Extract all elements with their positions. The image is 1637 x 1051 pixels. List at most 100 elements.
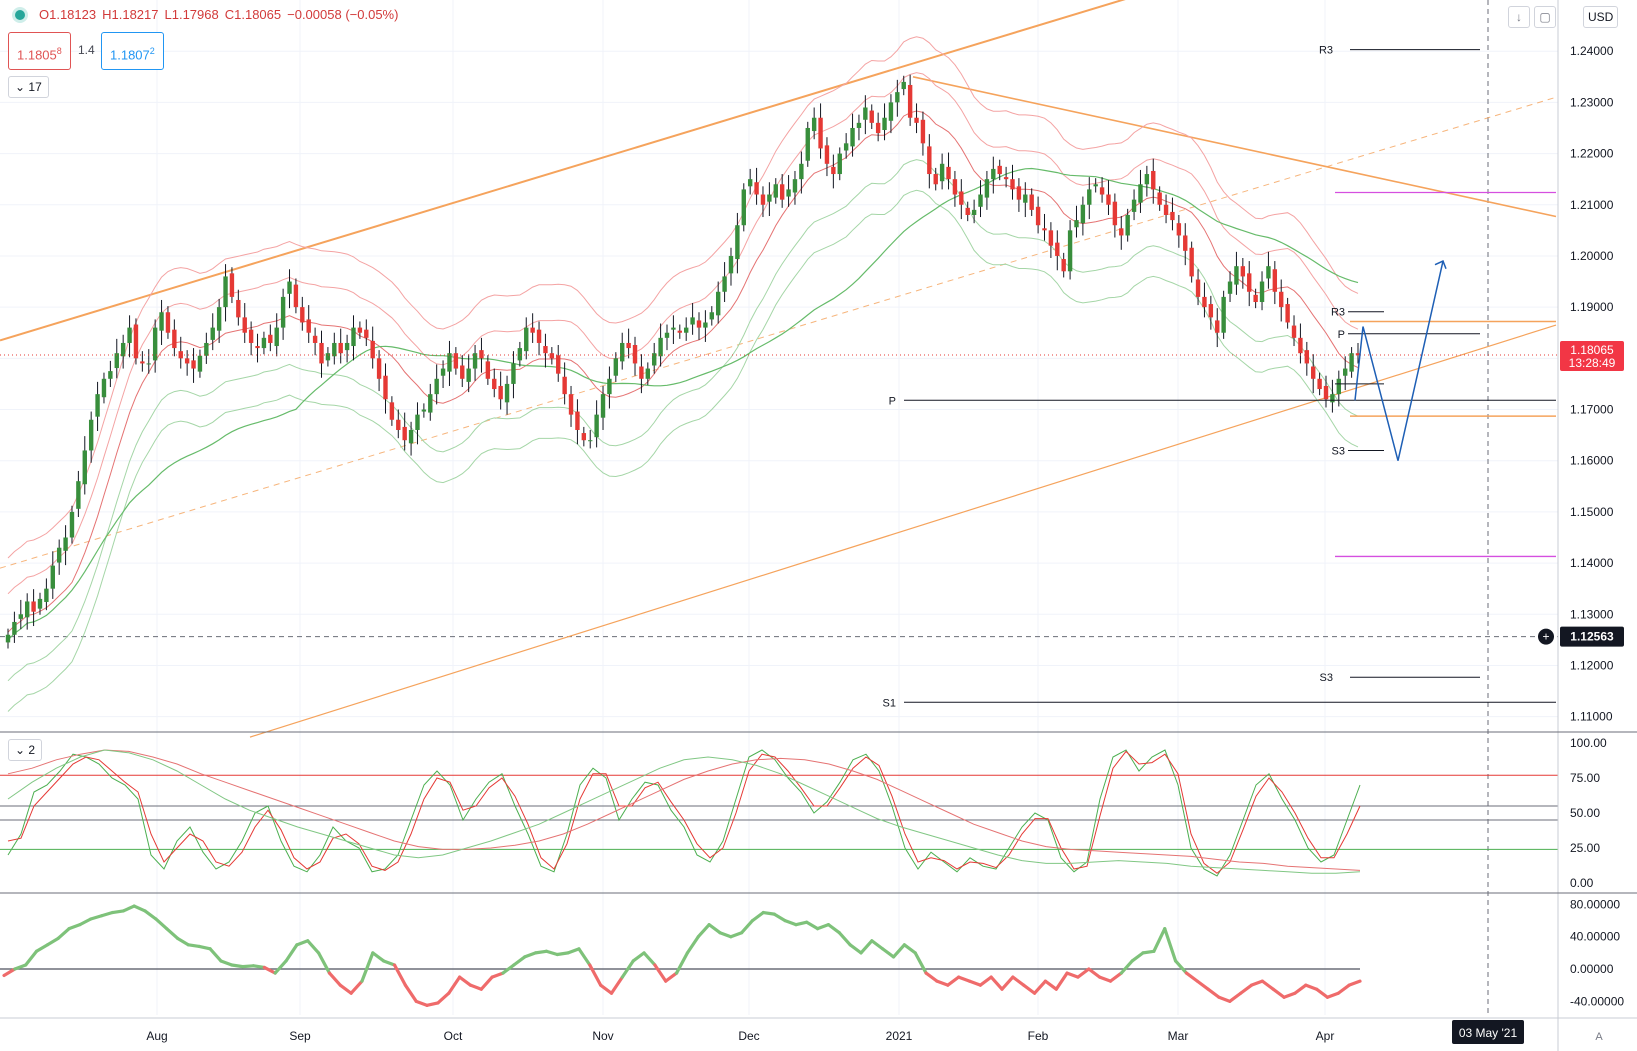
candle-body [1080,204,1086,224]
candle-body [1067,230,1073,272]
candle-body [1189,247,1194,277]
candle-body [306,319,311,333]
momentum-line-segment [447,975,462,995]
momentum-line-segment [208,947,223,963]
candle-body [1061,259,1066,272]
stochastic-pane[interactable] [0,749,1558,877]
candle-body [1016,186,1022,200]
candle-body [1023,194,1028,203]
candle-body [255,346,260,349]
candle-body [1240,266,1246,277]
time-tick-label: Nov [592,1029,613,1043]
indicators-toggle[interactable]: ⌄ 17 [8,76,49,98]
candle-body [856,122,862,128]
candle-body [1170,211,1175,221]
candle-body [843,143,849,151]
candle-body [914,117,919,123]
candle-body [1144,174,1150,185]
candle-body [875,122,881,134]
candle-body [965,207,970,215]
sell-price-button[interactable]: 1.18058 [8,32,71,70]
candle-body [108,371,113,379]
momentum-line-segment [1206,987,1221,999]
auto-scale-button[interactable]: A [1595,1031,1603,1043]
candle-body [1106,194,1111,205]
price-tick-label: 1.21000 [1570,198,1614,212]
candle-body [811,117,817,132]
momentum-line-segment [241,964,256,969]
candle-body [850,127,855,147]
candle-body [133,324,139,359]
momentum-line-segment [1087,967,1102,979]
candle-body [440,368,446,376]
momentum-line-segment [891,943,906,959]
momentum-line-segment [1184,971,1199,983]
last-price-tag [1560,340,1624,371]
momentum-line-segment [67,923,82,931]
monthly-pivot-label: R3 [1319,45,1333,57]
momentum-line-segment [1325,991,1340,999]
momentum-line-segment [24,949,39,967]
candle-body [1291,325,1297,338]
momentum-line-segment [761,910,776,916]
buy-price-button[interactable]: 1.18072 [101,32,164,70]
candle-body [1215,320,1220,333]
candle-body [31,601,36,612]
moving-average-slow [7,167,1359,641]
momentum-line-segment [230,963,245,969]
momentum-line-segment [1228,991,1243,1003]
candle-body [568,394,574,415]
candle-body [927,146,932,175]
monthly-pivot-label: S1 [883,697,896,709]
candle-body [530,327,535,333]
candle-body [869,110,874,123]
currency-selector[interactable]: USD [1583,6,1619,28]
candle-body [364,329,369,338]
momentum-pane[interactable] [0,904,1362,1007]
candle-body [248,329,254,343]
candle-body [1176,223,1182,236]
momentum-line-segment [175,936,191,947]
candle-body [677,330,683,333]
momentum-line-segment [1260,979,1275,991]
candle-body [754,182,759,195]
momentum-line-segment [458,975,473,987]
momentum-line-segment [219,959,234,967]
candle-body [421,409,427,412]
momentum-line-segment [501,963,516,975]
maximize-icon[interactable]: ▢ [1534,6,1556,28]
candle-body [920,119,926,144]
candle-body [1330,394,1335,403]
candle-body [786,189,791,197]
momentum-line-segment [826,923,841,935]
candle-body [728,255,734,274]
price-tick-label: 1.16000 [1570,454,1614,468]
candle-body [1266,266,1271,279]
candle-body [632,345,638,364]
momentum-line-segment [1098,975,1113,983]
price-tick-label: 1.22000 [1570,147,1614,161]
candle-body [492,378,497,390]
price-pane[interactable]: P S1 R3 S3 R3 P S3 [0,0,1558,738]
momentum-line-segment [729,931,744,939]
plus-icon: + [1542,630,1549,644]
candle-body [18,614,23,619]
candle-body [287,281,292,294]
candle-body [946,166,951,180]
candle-body [709,312,714,320]
momentum-line-segment [870,939,885,951]
candle-body [562,376,567,395]
momentum-line-segment [881,947,896,959]
candle-body [376,358,382,379]
candle-body [1157,192,1162,205]
momentum-line-segment [1293,983,1308,995]
candle-body [1304,350,1310,364]
candle-body [895,92,900,103]
oscillator-toggle[interactable]: ⌄ 2 [8,739,43,761]
scroll-down-icon[interactable]: ↓ [1508,6,1530,28]
price-tick-label: 1.17000 [1570,403,1614,417]
candle-body [652,353,657,366]
candle-body [613,358,619,376]
momentum-line-segment [468,983,483,991]
